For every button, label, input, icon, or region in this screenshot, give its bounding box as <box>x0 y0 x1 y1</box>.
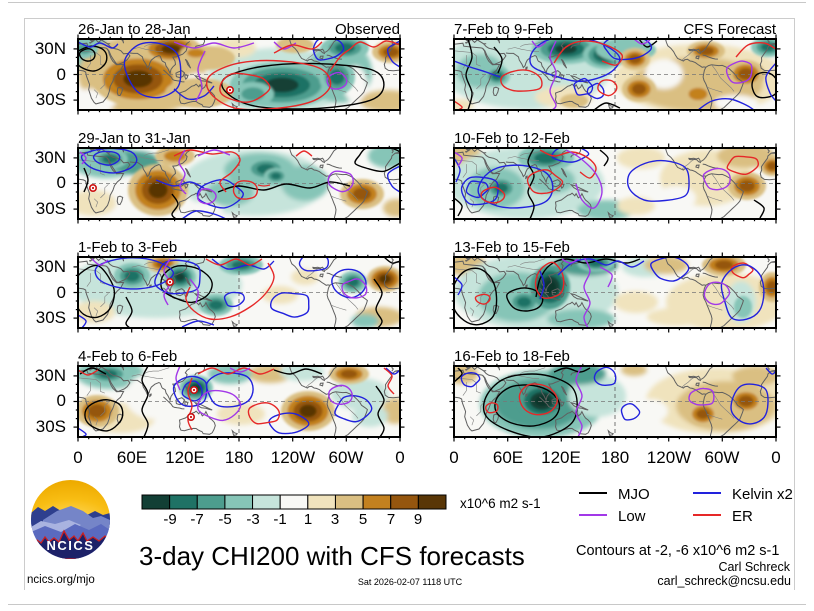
svg-text:NCICS: NCICS <box>47 538 95 553</box>
